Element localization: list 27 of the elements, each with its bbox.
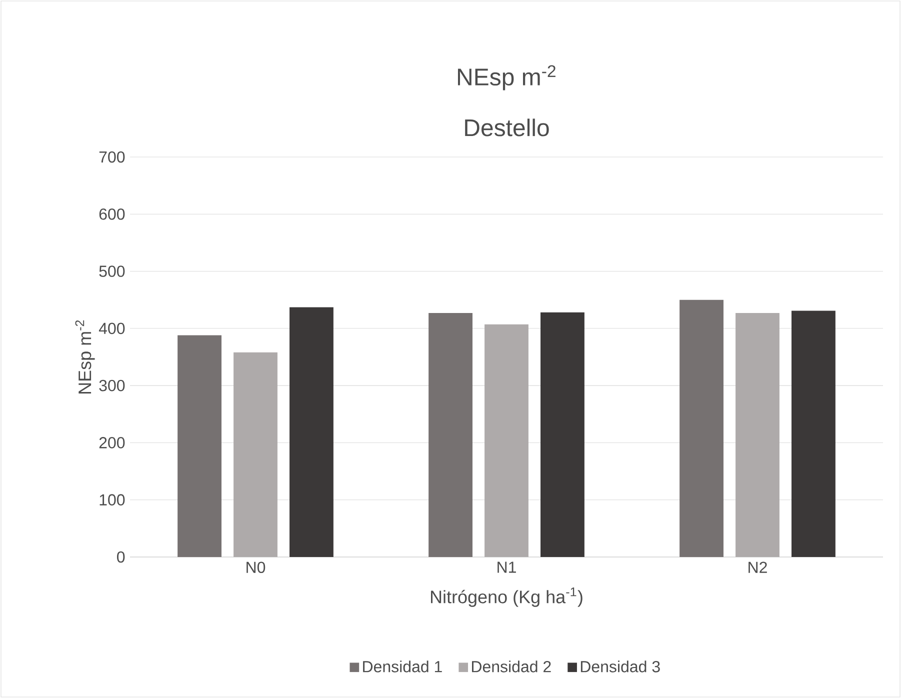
chart-subtitle: Destello bbox=[465, 118, 549, 136]
x-tick-label: N0 bbox=[246, 562, 266, 574]
legend-label: Densidad 1 bbox=[363, 660, 442, 672]
y-tick-label: 600 bbox=[99, 208, 125, 220]
bar bbox=[428, 312, 472, 557]
bar bbox=[680, 300, 724, 557]
y-tick-label: 0 bbox=[117, 551, 125, 563]
bar bbox=[178, 335, 222, 557]
y-tick-label: 100 bbox=[100, 494, 125, 506]
bar bbox=[736, 312, 780, 557]
y-tick-label: 300 bbox=[99, 380, 125, 392]
y-tick-label: 400 bbox=[98, 322, 125, 334]
x-tick-label: N2 bbox=[748, 562, 767, 573]
x-tick-label: N1 bbox=[498, 562, 516, 573]
y-axis-title: NEsp m$^{-2}$ bbox=[75, 320, 95, 394]
chart-title: NEsp m$^{-2}$ bbox=[458, 65, 556, 90]
y-tick-label: 200 bbox=[99, 437, 125, 448]
bar bbox=[792, 310, 836, 557]
bar bbox=[234, 352, 278, 557]
x-axis-title: Nitrógeno (Kg ha$^{-1}$) bbox=[431, 588, 582, 607]
legend-label: Densidad 3 bbox=[580, 660, 660, 672]
y-tick-label: 700 bbox=[99, 151, 125, 163]
bar bbox=[290, 307, 334, 557]
legend-label: Densidad 2 bbox=[472, 660, 551, 672]
bar bbox=[540, 312, 584, 557]
bar bbox=[484, 324, 528, 557]
y-tick-label: 500 bbox=[99, 266, 125, 277]
